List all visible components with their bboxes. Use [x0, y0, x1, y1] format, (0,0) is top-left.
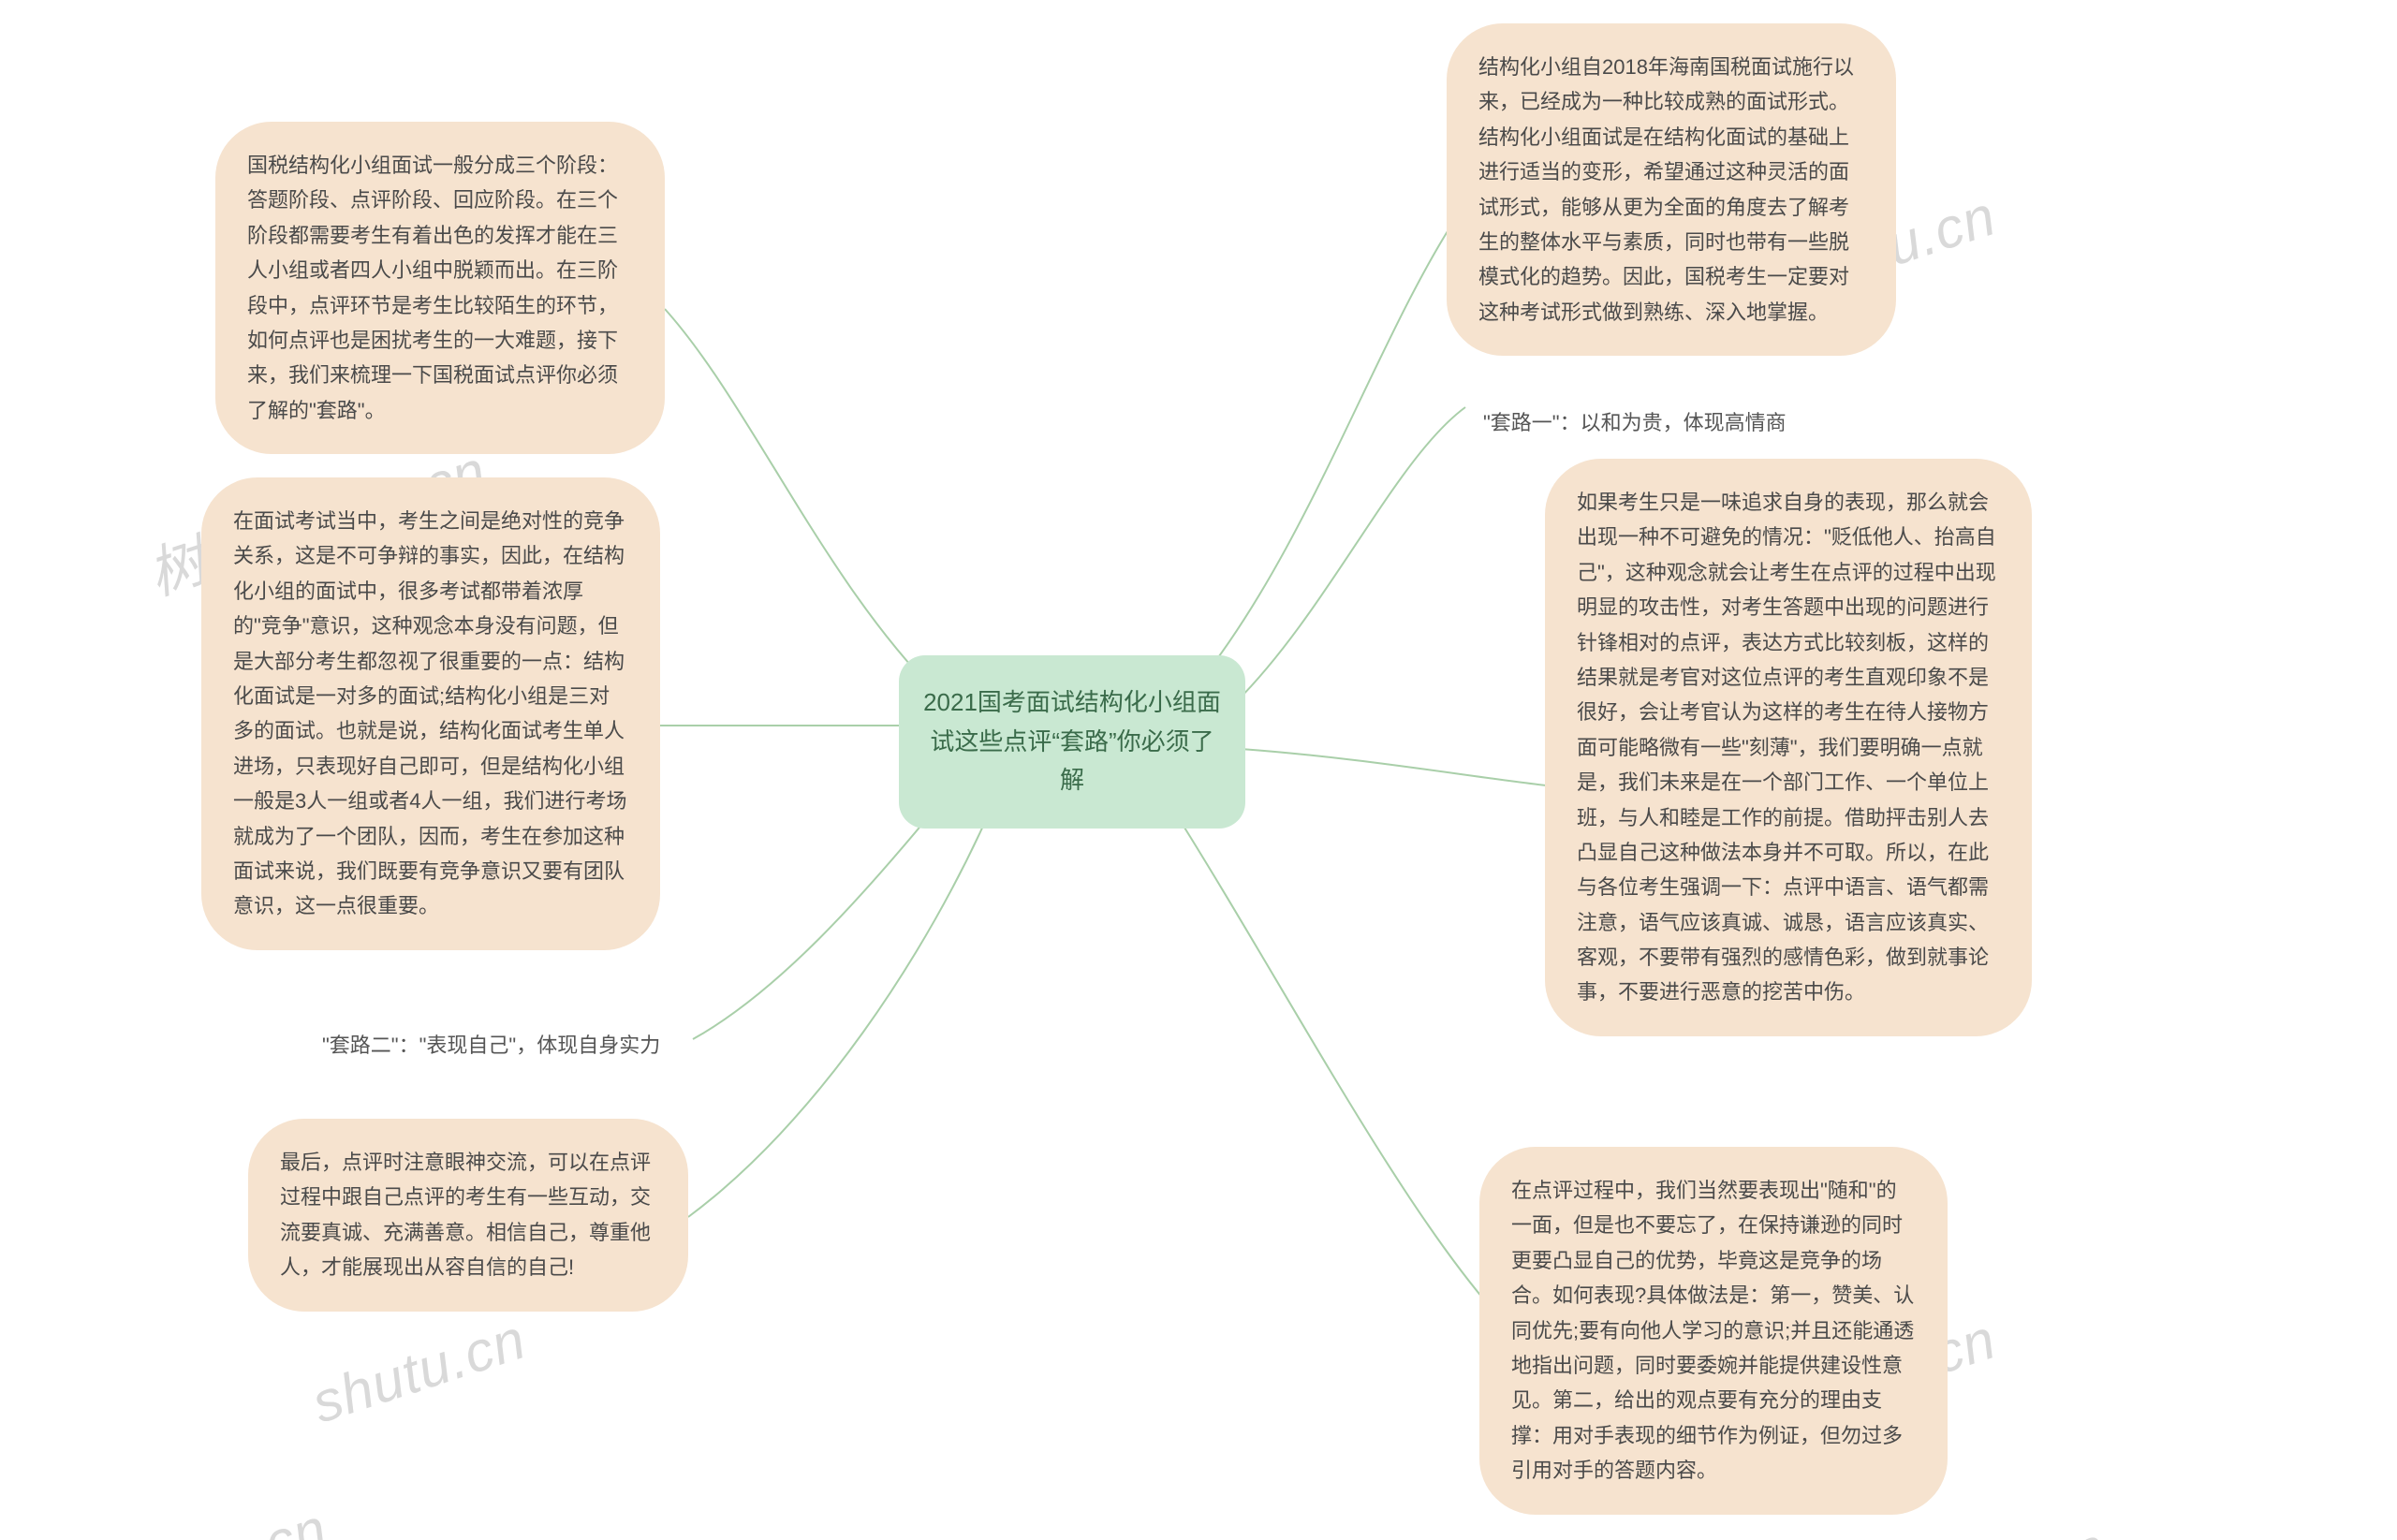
branch-node-right-1[interactable]: 结构化小组自2018年海南国税面试施行以来，已经成为一种比较成熟的面试形式。结构…	[1447, 23, 1896, 356]
edge	[1198, 211, 1461, 683]
mindmap-canvas: 树图 shutu.cn shutu.cn 树图 shutu.cn 树图 shut…	[0, 0, 2397, 1540]
edge	[1241, 749, 1554, 786]
edge	[1170, 805, 1493, 1311]
center-node[interactable]: 2021国考面试结构化小组面试这些点评“套路”你必须了解	[899, 655, 1245, 829]
branch-node-right-4[interactable]: 在点评过程中，我们当然要表现出"随和"的一面，但是也不要忘了，在保持谦逊的同时更…	[1479, 1147, 1948, 1515]
watermark: 树图 shutu.cn	[0, 1483, 336, 1540]
edge	[693, 796, 946, 1039]
branch-node-left-1[interactable]: 国税结构化小组面试一般分成三个阶段：答题阶段、点评阶段、回应阶段。在三个阶段都需…	[215, 122, 665, 454]
watermark: shutu.cn	[304, 1306, 534, 1435]
branch-node-right-3[interactable]: 如果考生只是一味追求自身的表现，那么就会出现一种不可避免的情况："贬低他人、抬高…	[1545, 459, 2032, 1036]
branch-node-left-2[interactable]: 在面试考试当中，考生之间是绝对性的竞争关系，这是不可争辩的事实，因此，在结构化小…	[201, 477, 660, 950]
branch-node-right-2[interactable]: "套路一"：以和为贵，体现高情商	[1451, 379, 1891, 466]
edge	[665, 309, 936, 693]
branch-node-left-3[interactable]: "套路二"："表现自己"，体现自身实力	[290, 1002, 693, 1089]
edge	[1236, 407, 1465, 702]
branch-node-left-4[interactable]: 最后，点评时注意眼神交流，可以在点评过程中跟自己点评的考生有一些互动，交流要真诚…	[248, 1119, 688, 1312]
edge	[688, 805, 993, 1217]
